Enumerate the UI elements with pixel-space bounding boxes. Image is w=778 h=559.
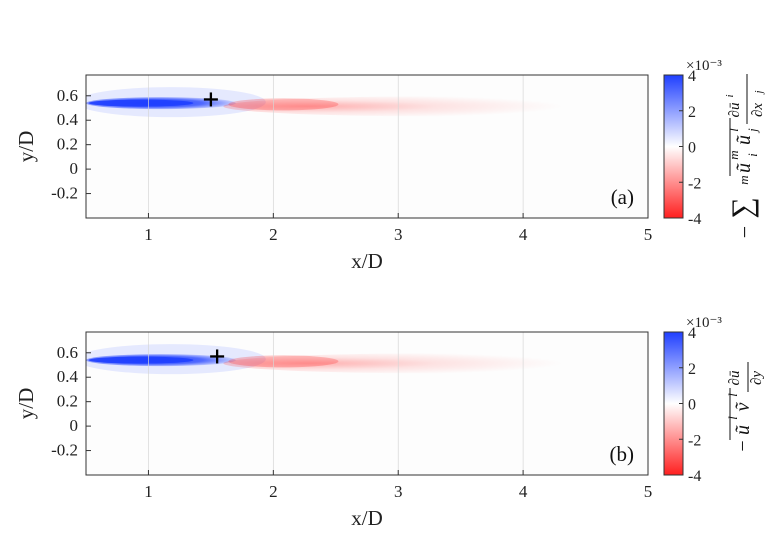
panel-a: 1 2 3 4 5 0.6 0.4 0.2 0 -0.2 x/D y/D (a) 4 2 0 -2 -4 ×10⁻³… bbox=[14, 58, 766, 273]
colorbar-label-glyph: m bbox=[726, 150, 741, 159]
y-axis-label: y/D bbox=[14, 131, 38, 163]
colorbar: 420-2-4×10⁻³−∑mũm iũl j∂ūi∂xj bbox=[663, 58, 766, 238]
x-tick-label: 5 bbox=[644, 225, 653, 244]
y-tick-label: 0.4 bbox=[57, 110, 79, 129]
colorbar-exponent: ×10⁻³ bbox=[686, 315, 722, 331]
colorbar-label-glyph: m bbox=[736, 175, 751, 184]
colorbar-tick-label: 2 bbox=[688, 104, 696, 121]
colorbar-label-glyph: ∑ bbox=[726, 197, 759, 218]
colorbar-label-glyph: ũ bbox=[733, 135, 755, 145]
heatmap-core-negative bbox=[228, 98, 339, 111]
panel-label: (b) bbox=[610, 442, 635, 466]
colorbar-label-glyph: ũ bbox=[733, 163, 755, 173]
colorbar-tick-label: -2 bbox=[688, 175, 701, 192]
colorbar-tick-label: -4 bbox=[688, 468, 701, 485]
y-tick-label: 0.2 bbox=[57, 135, 78, 154]
y-tick-label: 0.6 bbox=[57, 343, 78, 362]
heatmap-core-positive bbox=[88, 356, 194, 364]
x-tick-label: 2 bbox=[269, 482, 278, 501]
x-tick-label: 1 bbox=[144, 225, 153, 244]
heatmap-core-negative bbox=[228, 355, 339, 368]
y-tick-label: -0.2 bbox=[51, 184, 78, 203]
colorbar-tick-label: 0 bbox=[688, 140, 696, 157]
x-tick-label: 3 bbox=[394, 482, 403, 501]
y-tick-label: -0.2 bbox=[51, 441, 78, 460]
panel-label: (a) bbox=[611, 185, 634, 209]
x-tick-label: 4 bbox=[519, 225, 528, 244]
x-tick-label: 3 bbox=[394, 225, 403, 244]
x-axis-label: x/D bbox=[351, 249, 383, 273]
colorbar-exponent: ×10⁻³ bbox=[686, 58, 722, 74]
colorbar-label-glyph: ∂y bbox=[749, 371, 765, 385]
colorbar-tick-label: 4 bbox=[688, 325, 696, 342]
colorbar-label-glyph: − bbox=[732, 440, 754, 451]
colorbar-label-glyph: ∂x bbox=[750, 103, 766, 117]
colorbar-label: −∑mũm iũl j∂ūi∂xj bbox=[724, 74, 766, 238]
colorbar-tick-label: 0 bbox=[688, 397, 696, 414]
heatmap-blob-negative bbox=[223, 96, 648, 117]
colorbar-label-glyph: i bbox=[724, 94, 736, 97]
colorbar-label-glyph: ∂ū bbox=[727, 103, 743, 118]
colorbar-tick-label: 2 bbox=[688, 361, 696, 378]
colorbar-label-glyph: l bbox=[725, 416, 740, 420]
colorbar-tick-label: -2 bbox=[688, 432, 701, 449]
colorbar-label-glyph: ṽ bbox=[732, 401, 754, 411]
panel-b: 1 2 3 4 5 0.6 0.4 0.2 0 -0.2 x/D y/D (b) 4 2 0 -2 -4 ×10⁻³… bbox=[14, 315, 765, 530]
x-tick-label: 2 bbox=[269, 225, 278, 244]
y-tick-label: 0.2 bbox=[57, 392, 78, 411]
colorbar-label-glyph: − bbox=[732, 226, 757, 238]
colorbar-tick-label: 4 bbox=[688, 68, 696, 85]
y-axis-label: y/D bbox=[14, 388, 38, 420]
y-tick-label: 0.4 bbox=[57, 367, 79, 386]
axes-frame bbox=[85, 74, 649, 219]
colorbar-label-glyph: l bbox=[726, 128, 741, 132]
colorbar: 4 2 0 -2 -4 ×10⁻³ − ũ l ṽ l ∂ū ∂y bbox=[663, 315, 765, 485]
colorbar-label-glyph: j bbox=[745, 128, 760, 134]
colorbar-label-glyph: ũ bbox=[732, 425, 754, 435]
colorbar-label-glyph: ∂ū bbox=[727, 371, 743, 386]
y-tick-label: 0.6 bbox=[57, 86, 78, 105]
y-tick-label: 0 bbox=[70, 416, 79, 435]
colorbar-tick-label: -4 bbox=[688, 211, 701, 228]
colorbar-label-glyph: j bbox=[753, 90, 765, 95]
x-tick-label: 5 bbox=[644, 482, 653, 501]
axes-frame bbox=[85, 331, 649, 476]
y-tick-label: 0 bbox=[70, 159, 79, 178]
colorbar-label-glyph: l bbox=[725, 393, 740, 397]
x-tick-label: 1 bbox=[144, 482, 153, 501]
heatmap-core-positive bbox=[88, 99, 194, 107]
heatmap-field bbox=[86, 87, 648, 118]
x-tick-label: 4 bbox=[519, 482, 528, 501]
colorbar-label-glyph: i bbox=[745, 153, 760, 157]
x-axis-label: x/D bbox=[351, 506, 383, 530]
heatmap-blob-negative bbox=[223, 353, 648, 374]
colorbar-label: − ũ l ṽ l ∂ū ∂y bbox=[725, 362, 765, 452]
heatmap-field bbox=[86, 344, 648, 375]
